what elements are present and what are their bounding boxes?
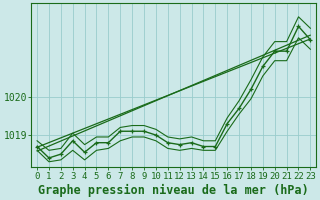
X-axis label: Graphe pression niveau de la mer (hPa): Graphe pression niveau de la mer (hPa) — [38, 183, 309, 197]
